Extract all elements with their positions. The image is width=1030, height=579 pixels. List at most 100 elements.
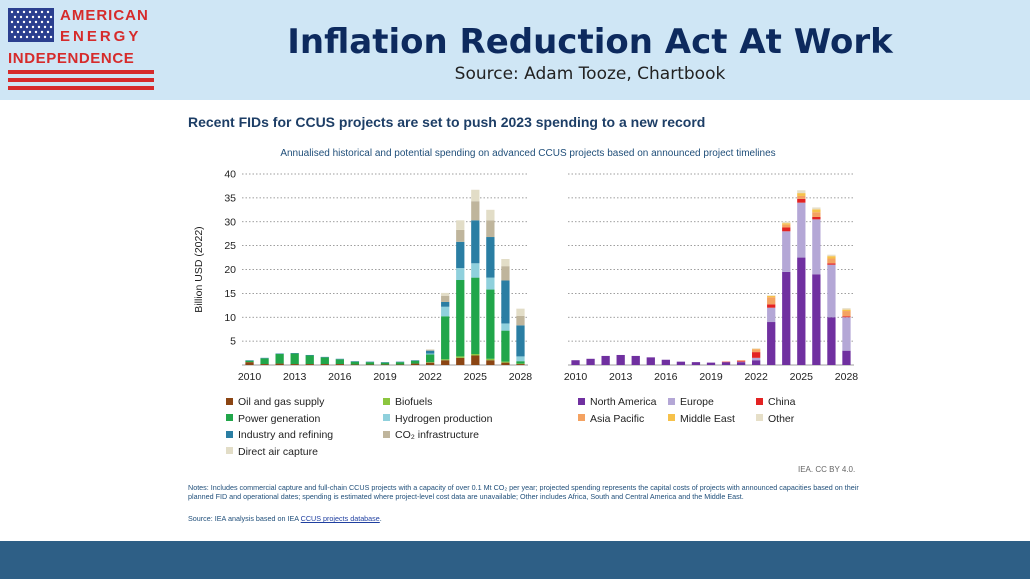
bar-segment (456, 229, 465, 242)
bar-segment (842, 309, 851, 312)
bar-segment (486, 209, 495, 221)
bar-segment (516, 364, 525, 365)
x-tick-label: 2010 (564, 371, 588, 383)
chart-notes: Notes: Includes commercial capture and f… (188, 483, 859, 502)
bar-segment (827, 264, 836, 318)
bar-segment (797, 202, 806, 258)
bar-segment (782, 271, 791, 365)
bar-segment (260, 364, 269, 365)
y-tick-label: 40 (224, 169, 236, 181)
bar-segment (516, 308, 525, 316)
legend-swatch (668, 414, 675, 422)
bar-segment (471, 201, 480, 221)
bar-segment (842, 350, 851, 365)
bar-segment (456, 241, 465, 269)
legend-item: Asia Pacific (578, 413, 644, 425)
source-link[interactable]: CCUS projects database (300, 514, 380, 523)
legend-swatch (756, 397, 763, 405)
bar-segment (601, 355, 610, 365)
legend-swatch (226, 447, 233, 455)
legend-swatch (578, 414, 585, 422)
bar-segment (812, 209, 821, 213)
bar-segment (501, 258, 510, 267)
bar-segment (752, 360, 761, 365)
page-title: Inflation Reduction Act At Work (287, 22, 893, 62)
legend-label: Asia Pacific (590, 412, 645, 425)
x-tick-label: 2016 (654, 371, 678, 383)
bar-segment (797, 193, 806, 196)
bar-segment (426, 362, 435, 365)
y-tick-label: 5 (230, 336, 236, 348)
x-tick-label: 2028 (509, 371, 533, 383)
bar-segment (410, 363, 420, 365)
legend-item: Direct air capture (226, 446, 318, 458)
bar-segment (827, 317, 836, 365)
legend-swatch (383, 430, 390, 438)
bar-segment (335, 359, 344, 365)
bar-segment (842, 308, 851, 310)
bar-segment (426, 353, 435, 355)
bar-segment (441, 295, 450, 302)
bar-segment (501, 323, 510, 331)
y-tick-label: 10 (224, 312, 236, 324)
legend-swatch (226, 430, 233, 438)
x-tick-label: 2028 (835, 371, 859, 383)
y-tick-label: 35 (224, 192, 236, 204)
legend-item: Europe (668, 396, 714, 408)
bar-segment (441, 316, 450, 360)
bar-segment (812, 219, 821, 275)
bar-segment (441, 359, 450, 361)
legend-swatch (226, 397, 233, 405)
bar-segment (501, 330, 510, 362)
legend-item: North America (578, 396, 657, 408)
bar-segment (501, 280, 510, 324)
bar-segment (335, 364, 344, 365)
logo-stripe (8, 70, 154, 74)
legend-swatch (383, 397, 390, 405)
legend-label: Power generation (238, 412, 321, 425)
x-tick-label: 2013 (609, 371, 633, 383)
legend-label: Direct air capture (238, 445, 318, 458)
bar-segment (471, 354, 480, 356)
legend-swatch (383, 414, 390, 422)
bar-segment (516, 361, 525, 364)
legend-item: Oil and gas supply (226, 396, 324, 408)
bar-segment (245, 360, 254, 363)
bar-segment (305, 355, 314, 365)
source-prefix: Source: IEA analysis based on IEA (188, 514, 301, 523)
bar-segment (767, 304, 776, 308)
logo-text-energy: ENERGY (60, 28, 142, 45)
legend-label: CO₂ infrastructure (395, 429, 480, 441)
bar-segment (782, 231, 791, 272)
source-suffix: . (379, 514, 382, 523)
logo-stripe (8, 78, 154, 82)
x-tick-label: 2025 (464, 371, 488, 383)
legend-item: Industry and refining (226, 429, 333, 441)
bar-segment (812, 212, 821, 217)
legend-label: North America (590, 396, 657, 408)
bar-segment (471, 220, 480, 264)
y-tick-label: 20 (224, 264, 236, 276)
x-tick-label: 2013 (283, 371, 307, 383)
bar-segment (320, 364, 329, 365)
bar-segment (646, 357, 655, 365)
bar-segment (456, 356, 465, 358)
bar-segment (842, 311, 851, 317)
bar-segment (676, 361, 686, 365)
bar-segment (426, 350, 435, 354)
chart-figure: Recent FIDs for CCUS projects are set to… (178, 108, 878, 533)
bar-segment (752, 349, 761, 353)
legend-item: Middle East (668, 413, 735, 425)
x-tick-label: 2025 (790, 371, 814, 383)
bar-segment (691, 362, 701, 365)
bar-segment (441, 301, 450, 307)
chart-title: Recent FIDs for CCUS projects are set to… (188, 114, 706, 130)
us-flag-icon (8, 8, 54, 42)
page-subtitle: Source: Adam Tooze, Chartbook (454, 64, 726, 84)
x-tick-label: 2010 (238, 371, 262, 383)
bar-segment (812, 274, 821, 365)
legend-label: Industry and refining (238, 429, 334, 441)
logo-stripe (8, 86, 154, 90)
bar-segment (842, 316, 851, 318)
bar-segment (456, 357, 465, 365)
